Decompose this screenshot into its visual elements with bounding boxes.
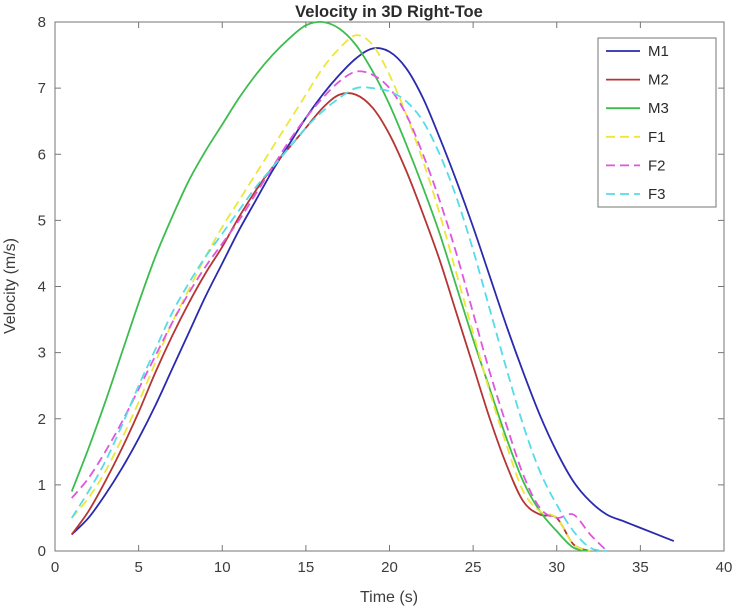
y-tick-label: 1	[38, 477, 46, 494]
x-tick-label: 15	[298, 559, 315, 576]
y-tick-label: 2	[38, 411, 46, 428]
series-layer	[70, 20, 675, 552]
y-tick-label: 4	[38, 279, 46, 296]
chart-title: Velocity in 3D Right-Toe	[295, 3, 483, 21]
legend-label-F2: F2	[648, 157, 666, 174]
plot-area: 0 5 10 15 20 25 30 35 40 0 1 2 3 4 5 6 7 8	[38, 14, 733, 576]
x-tick-label: 10	[214, 559, 231, 576]
series-line-M2	[70, 92, 591, 552]
legend-label-M1: M1	[648, 43, 669, 60]
x-tick-label: 0	[51, 559, 59, 576]
legend-label-F1: F1	[648, 129, 666, 146]
legend-label-M3: M3	[648, 100, 669, 117]
y-tick-label: 5	[38, 212, 46, 229]
x-tick-label: 25	[465, 559, 482, 576]
legend-label-M2: M2	[648, 72, 669, 89]
legend: M1 M2 M3 F1 F2 F3	[597, 37, 717, 208]
legend-label-F3: F3	[648, 186, 666, 203]
x-axis-label: Time (s)	[360, 589, 418, 606]
series-line-F3	[70, 86, 608, 552]
y-tick-label: 3	[38, 345, 46, 362]
x-tick-label: 40	[716, 559, 733, 576]
y-tick-label: 6	[38, 146, 46, 163]
y-axis-label: Velocity (m/s)	[2, 238, 19, 334]
y-tick-label: 8	[38, 14, 46, 31]
x-tick-label: 30	[548, 559, 565, 576]
legend-box	[597, 37, 717, 208]
series-line-F2	[71, 70, 608, 552]
x-tick-label: 20	[381, 559, 398, 576]
y-tick-label: 7	[38, 80, 46, 97]
series-line-F1	[71, 34, 591, 552]
x-tick-label: 35	[632, 559, 649, 576]
series-line-M3	[70, 20, 591, 552]
x-tick-label: 5	[134, 559, 142, 576]
series-line-M1	[71, 47, 675, 542]
y-tick-label: 0	[38, 543, 46, 560]
